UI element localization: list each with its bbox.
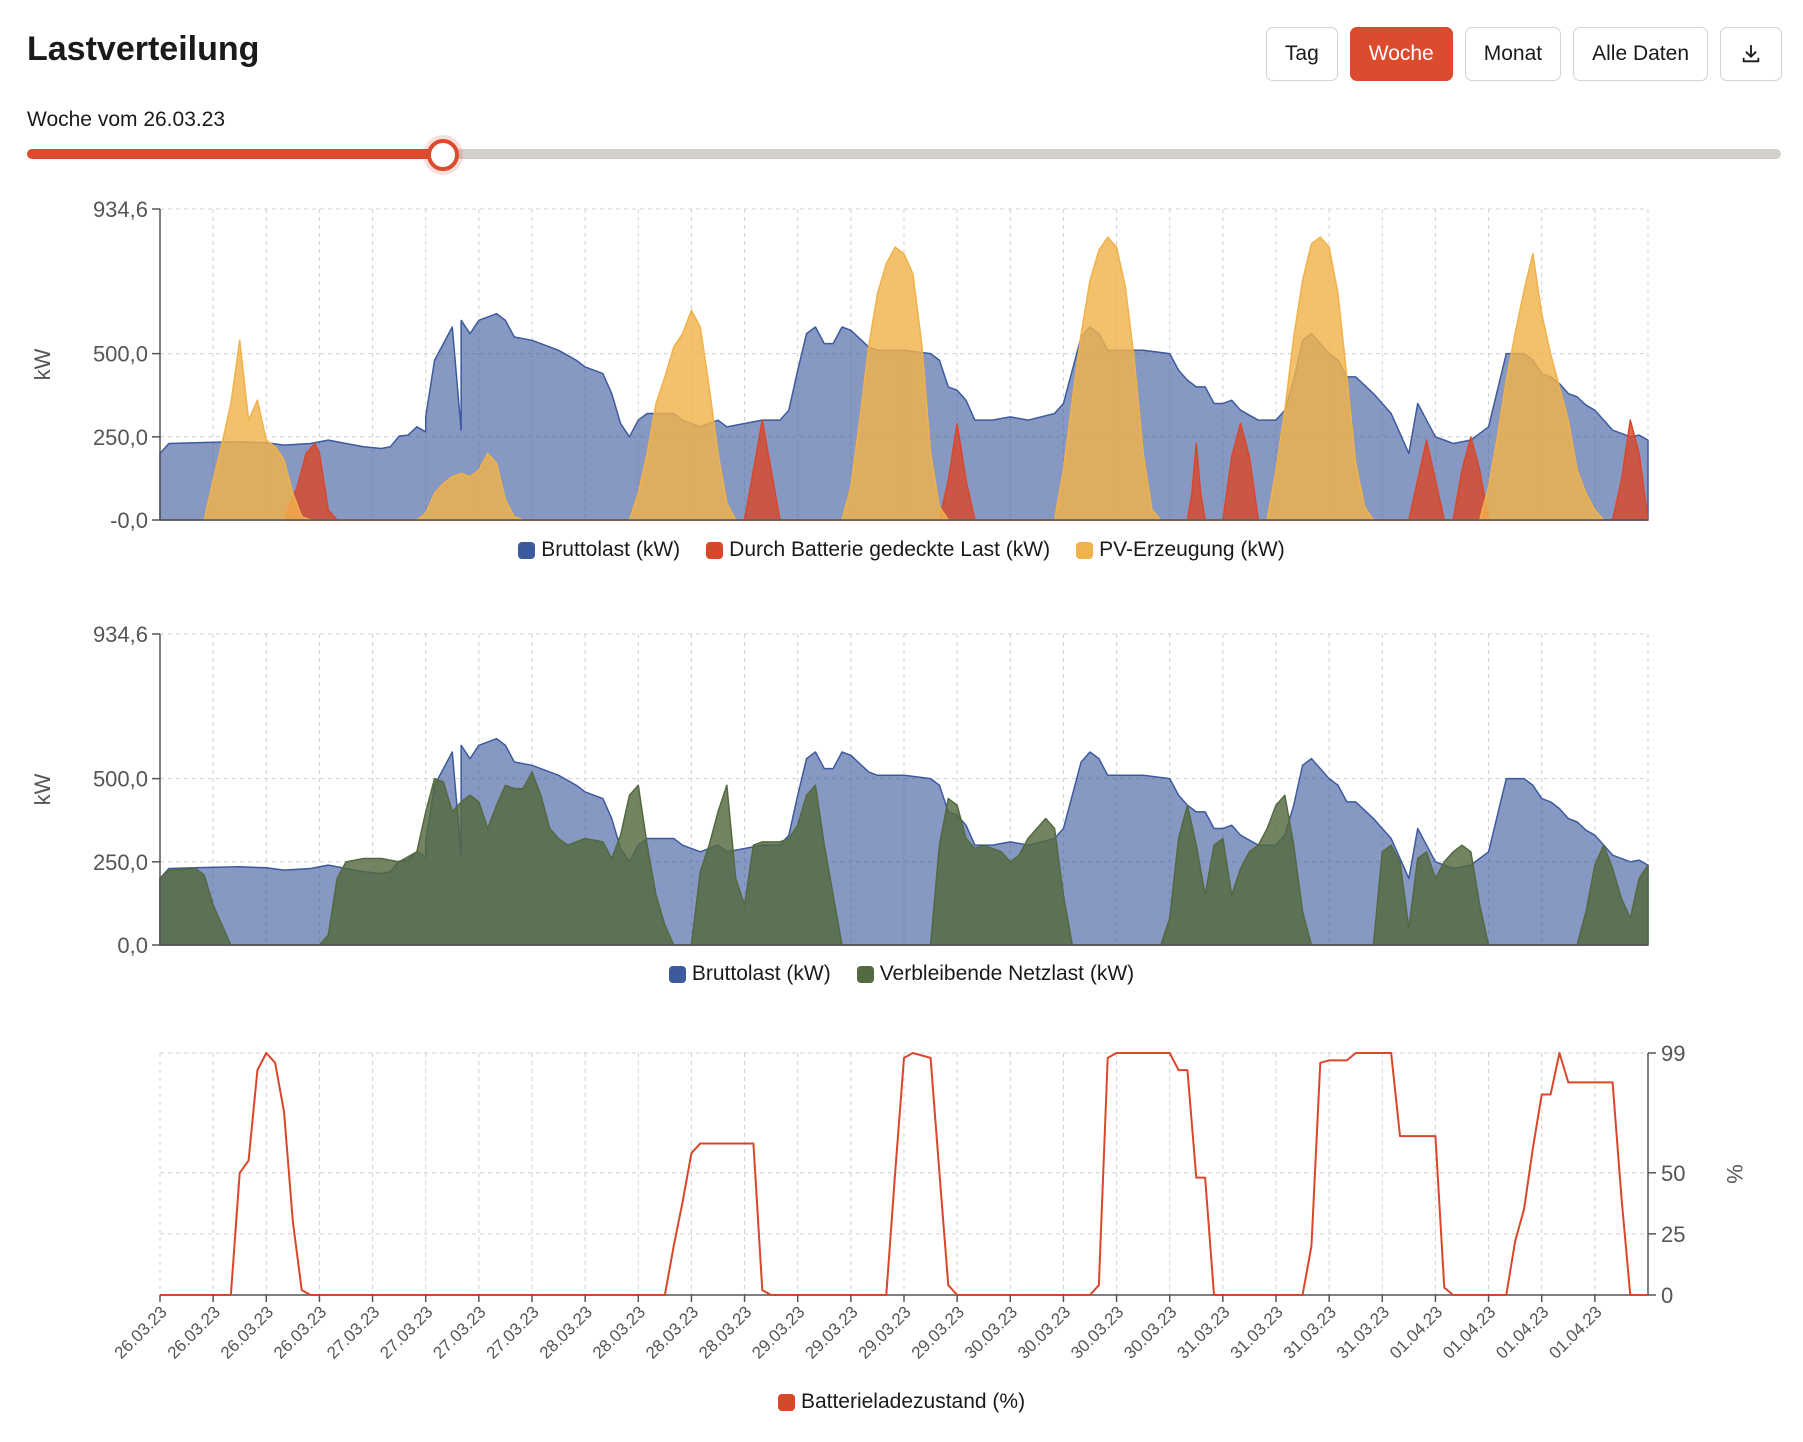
legend-item-batterie[interactable]: Durch Batterie gedeckte Last (kW) (706, 538, 1050, 562)
chart-load-pv: 934,6 500,0 250,0 -0,0 kW (0, 195, 1803, 535)
legend-swatch (518, 541, 536, 559)
legend-label: Bruttolast (kW) (691, 962, 831, 985)
woche-button[interactable]: Woche (1349, 27, 1453, 81)
y-axis-label: kW (30, 348, 55, 380)
y-tick-label: 934,6 (93, 197, 148, 222)
y-tick-label: 0 (1661, 1283, 1673, 1308)
legend-item-ladezustand[interactable]: Batterieladezustand (%) (777, 1390, 1026, 1414)
x-tick-label: 29.03.23 (855, 1302, 915, 1362)
y-tick-label: 934,6 (93, 622, 148, 647)
x-tick-label: 28.03.23 (589, 1302, 649, 1362)
y-tick-label: 0,0 (117, 933, 148, 958)
x-tick-label: 27.03.23 (376, 1302, 436, 1362)
slider-thumb[interactable] (426, 139, 459, 171)
alle-daten-button[interactable]: Alle Daten (1573, 27, 1708, 81)
legend-label: Durch Batterie gedeckte Last (kW) (729, 538, 1051, 561)
y-tick-label: 250,0 (93, 425, 148, 450)
x-tick-label: 31.03.23 (1173, 1302, 1233, 1362)
legend-label: PV-Erzeugung (kW) (1099, 538, 1285, 561)
x-tick-label: 01.04.23 (1492, 1302, 1552, 1362)
download-button[interactable] (1720, 27, 1782, 81)
x-tick-label: 01.04.23 (1439, 1302, 1499, 1362)
page-title: Lastverteilung (27, 30, 260, 68)
x-tick-label: 28.03.23 (695, 1302, 755, 1362)
y-tick-label: 50 (1661, 1161, 1685, 1186)
y-axis-label: % (1722, 1164, 1747, 1184)
x-tick-label: 31.03.23 (1333, 1302, 1393, 1362)
x-tick-label: 31.03.23 (1227, 1302, 1287, 1362)
x-tick-label: 30.03.23 (1014, 1302, 1074, 1362)
legend-label: Bruttolast (kW) (541, 538, 681, 561)
series-ladezustand-line (160, 1052, 1648, 1296)
x-tick-label: 01.04.23 (1545, 1302, 1605, 1362)
monat-button[interactable]: Monat (1464, 27, 1562, 81)
y-axis-label: kW (30, 773, 55, 805)
download-icon (1742, 44, 1760, 63)
x-tick-label: 28.03.23 (642, 1302, 702, 1362)
x-tick-label: 29.03.23 (908, 1302, 968, 1362)
legend-item-bruttolast[interactable]: Bruttolast (kW) (668, 962, 831, 986)
y-tick-label: 25 (1661, 1222, 1685, 1247)
x-tick-label: 26.03.23 (217, 1302, 277, 1362)
x-tick-label: 29.03.23 (801, 1302, 861, 1362)
x-tick-label: 31.03.23 (1280, 1302, 1340, 1362)
legend-label: Verbleibende Netzlast (kW) (879, 962, 1135, 985)
y-tick-label: 250,0 (93, 850, 148, 875)
legend-chart2: Bruttolast (kW) Verbleibende Netzlast (k… (0, 962, 1803, 986)
chart-battery-soc-svg: 9950250%26.03.2326.03.2326.03.2326.03.23… (111, 1041, 1747, 1363)
y-tick-label: 500,0 (93, 342, 148, 367)
time-range-toolbar: Tag Woche Monat Alle Daten (1265, 27, 1782, 81)
tag-button[interactable]: Tag (1265, 27, 1338, 81)
legend-swatch (668, 965, 686, 983)
x-tick-label: 30.03.23 (1120, 1302, 1180, 1362)
legend-label: Batterieladezustand (%) (800, 1390, 1026, 1413)
x-tick-label: 27.03.23 (429, 1302, 489, 1362)
slider-track[interactable] (27, 149, 1781, 159)
y-tick-label: 99 (1661, 1041, 1685, 1066)
legend-item-pv[interactable]: PV-Erzeugung (kW) (1076, 538, 1285, 562)
legend-item-netzlast[interactable]: Verbleibende Netzlast (kW) (856, 962, 1135, 986)
week-slider[interactable] (27, 139, 1781, 171)
x-tick-label: 30.03.23 (1067, 1302, 1127, 1362)
chart-grid-load: 934,6 500,0 250,0 0,0 kW (0, 620, 1803, 960)
chart-battery-soc: 99 50 25 0% 26.03.23 26.03.23 26.03.23 26.03.23… (0, 1040, 1803, 1390)
legend-swatch (706, 541, 724, 559)
y-tick-label: 500,0 (93, 767, 148, 792)
y-tick-label: -0,0 (110, 508, 148, 533)
x-tick-label: 27.03.23 (323, 1302, 383, 1362)
x-tick-label: 26.03.23 (270, 1302, 330, 1362)
legend-swatch (856, 965, 874, 983)
legend-chart3: Batterieladezustand (%) (0, 1390, 1803, 1414)
x-tick-label: 28.03.23 (536, 1302, 596, 1362)
chart-grid-load-svg: 934,6 500,0 250,0 0,0 kW (30, 622, 1649, 958)
x-tick-label: 30.03.23 (961, 1302, 1021, 1362)
x-tick-label: 27.03.23 (483, 1302, 543, 1362)
legend-chart1: Bruttolast (kW) Durch Batterie gedeckte … (0, 538, 1803, 562)
slider-fill (27, 149, 442, 159)
x-tick-label: 26.03.23 (111, 1302, 171, 1362)
x-tick-label: 26.03.23 (164, 1302, 224, 1362)
x-tick-label: 29.03.23 (748, 1302, 808, 1362)
legend-swatch (777, 1393, 795, 1411)
x-tick-label: 01.04.23 (1386, 1302, 1446, 1362)
chart-load-pv-svg: 934,6 500,0 250,0 -0,0 kW (30, 197, 1649, 533)
legend-swatch (1076, 541, 1094, 559)
legend-item-bruttolast[interactable]: Bruttolast (kW) (518, 538, 680, 562)
week-label: Woche vom 26.03.23 (27, 108, 226, 131)
